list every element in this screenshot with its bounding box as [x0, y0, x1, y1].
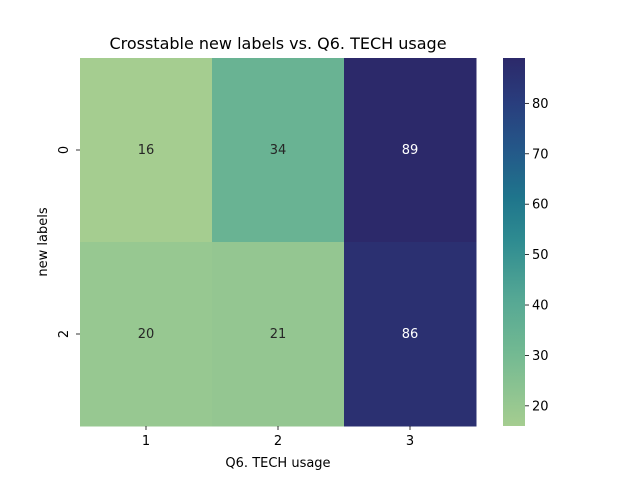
- x-tick-label: 1: [142, 434, 150, 449]
- cell-value-label: 34: [270, 143, 287, 158]
- colorbar-ticks: 20 30 40 50 60 70 80: [525, 97, 549, 414]
- heatmap-cell: [80, 242, 213, 427]
- heatmap-cell: [344, 58, 477, 243]
- colorbar: [503, 58, 525, 426]
- y-axis-label: new labels: [36, 207, 51, 276]
- heatmap-cell: [212, 242, 345, 427]
- colorbar-tick-label: 60: [532, 198, 549, 213]
- y-axis-ticks: 02: [57, 146, 80, 338]
- heatmap-cell: [344, 242, 477, 427]
- cell-value-label: 16: [138, 143, 155, 158]
- cell-value-label: 86: [402, 327, 419, 342]
- colorbar-tick-label: 50: [532, 248, 549, 263]
- colorbar-tick-label: 30: [532, 349, 549, 364]
- cell-value-label: 20: [138, 327, 155, 342]
- cell-value-label: 21: [270, 327, 287, 342]
- colorbar-tick-label: 40: [532, 299, 549, 314]
- chart-title: Crosstable new labels vs. Q6. TECH usage: [109, 34, 446, 53]
- cell-value-label: 89: [402, 143, 419, 158]
- colorbar-tick-label: 70: [532, 147, 549, 162]
- y-tick-label: 0: [57, 146, 72, 154]
- heatmap-cell: [212, 58, 345, 243]
- heatmap-cell: [80, 58, 213, 243]
- x-axis-ticks: 1 2 3: [142, 426, 414, 449]
- x-axis-label: Q6. TECH usage: [225, 456, 330, 471]
- colorbar-tick-label: 80: [532, 97, 549, 112]
- x-tick-label: 2: [274, 434, 282, 449]
- y-tick-label: 2: [57, 330, 72, 338]
- colorbar-tick-label: 20: [532, 399, 549, 414]
- x-tick-label: 3: [406, 434, 414, 449]
- heatmap-cells: 16 34 89 20 21 86: [80, 58, 477, 427]
